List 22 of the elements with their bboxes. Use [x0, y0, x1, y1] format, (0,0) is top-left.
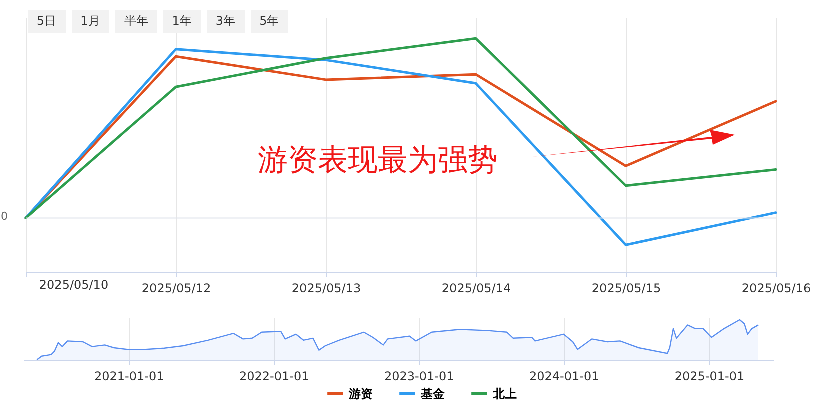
text: 1月	[72, 10, 110, 33]
legend-label: 游资	[348, 386, 373, 401]
x-tick-label: 2022-01-01	[239, 370, 310, 384]
x-tick-label: 2025/05/16	[742, 282, 812, 296]
text: 5年	[250, 10, 288, 33]
x-tick-label: 2025/05/13	[292, 282, 362, 296]
x-tick-label: 2023-01-01	[384, 370, 454, 384]
text: 0	[1, 210, 8, 224]
x-tick-label: 2021-01-01	[94, 370, 164, 384]
annotation: 游资表现最为强势	[258, 142, 498, 180]
text: 5日	[28, 10, 66, 33]
legend-label: 基金	[420, 386, 446, 401]
x-tick-label: 2024-01-01	[529, 370, 600, 384]
x-tick-label: 2025/05/12	[142, 282, 212, 296]
text: 2025/05/10	[39, 278, 109, 292]
text: 3年	[206, 10, 245, 33]
x-tick-label: 2025/05/14	[442, 282, 512, 296]
text: 半年	[115, 10, 158, 33]
x-tick-label: 2025-01-01	[674, 370, 745, 384]
x-tick-label: 2025/05/15	[592, 282, 662, 296]
text: 1年	[163, 10, 201, 33]
legend-label: 北上	[492, 386, 517, 401]
